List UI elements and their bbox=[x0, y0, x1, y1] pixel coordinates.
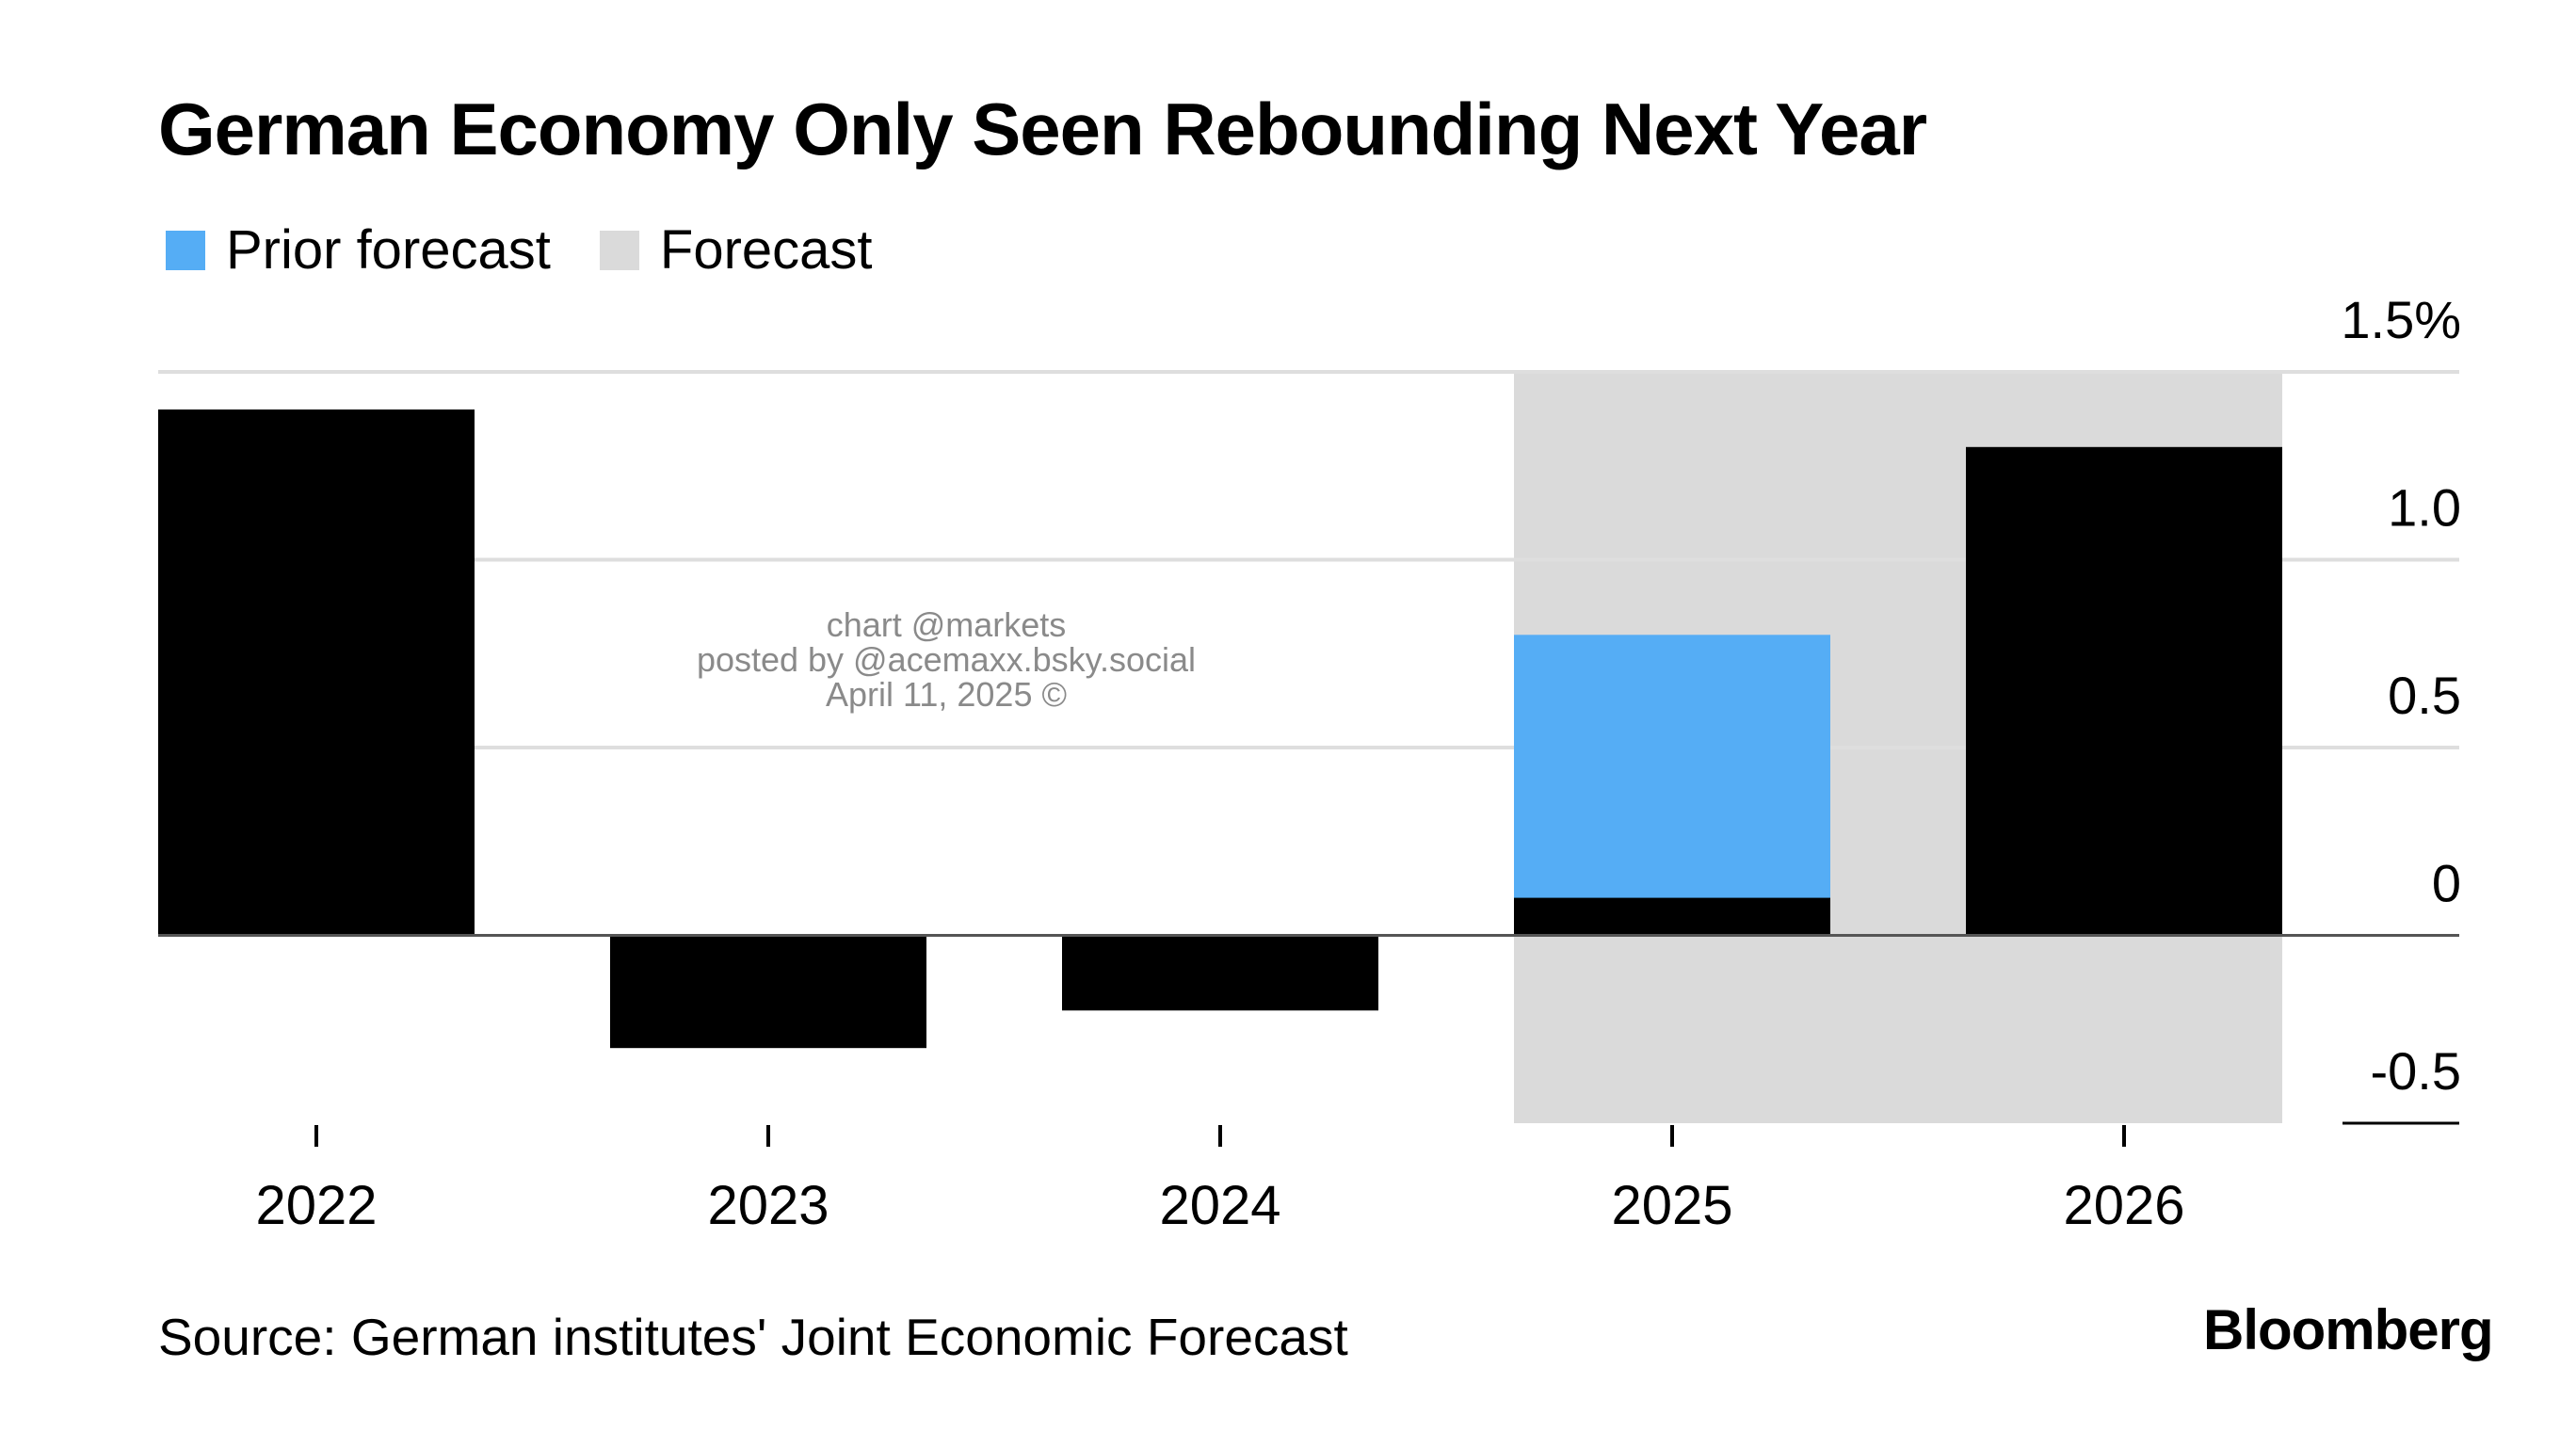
legend-label-forecast: Forecast bbox=[659, 219, 873, 281]
bar-2024 bbox=[1062, 935, 1378, 1011]
y-tick-label: 1.5% bbox=[2341, 290, 2461, 349]
legend-swatch-forecast bbox=[599, 230, 639, 270]
legend-label-prior-forecast: Prior forecast bbox=[226, 219, 551, 281]
x-tick-label: 2024 bbox=[1159, 1175, 1280, 1236]
x-tick-label: 2022 bbox=[255, 1175, 377, 1236]
y-tick-label: 0.5 bbox=[2388, 666, 2461, 725]
bar-2025 bbox=[1514, 897, 1830, 936]
watermark: chart @markets posted by @acemaxx.bsky.s… bbox=[697, 607, 1196, 712]
bar-2022 bbox=[158, 409, 475, 936]
chart-title: German Economy Only Seen Rebounding Next… bbox=[158, 88, 1927, 170]
bar-2026 bbox=[1966, 446, 2282, 936]
watermark-line-1: chart @markets bbox=[826, 605, 1067, 644]
bar-2023 bbox=[610, 935, 926, 1049]
legend-item-forecast: Forecast bbox=[599, 218, 873, 282]
source-note: Source: German institutes' Joint Economi… bbox=[158, 1308, 1348, 1366]
y-tick-label: -0.5 bbox=[2371, 1041, 2462, 1101]
x-tick-label: 2025 bbox=[1611, 1175, 1732, 1236]
legend: Prior forecast Forecast bbox=[166, 218, 922, 282]
bar-prior-forecast-2025 bbox=[1514, 635, 1830, 936]
x-tick-label: 2023 bbox=[707, 1175, 829, 1236]
watermark-line-2: posted by @acemaxx.bsky.social bbox=[696, 640, 1197, 679]
watermark-line-3: April 11, 2025 © bbox=[825, 675, 1068, 714]
x-tick-label: 2026 bbox=[2063, 1175, 2184, 1236]
y-tick-label: 1.0 bbox=[2388, 478, 2461, 538]
y-tick-label: 0 bbox=[2432, 854, 2461, 913]
legend-swatch-prior-forecast bbox=[166, 230, 205, 270]
bloomberg-logo: Bloomberg bbox=[2203, 1298, 2494, 1361]
legend-item-prior-forecast: Prior forecast bbox=[166, 218, 551, 282]
